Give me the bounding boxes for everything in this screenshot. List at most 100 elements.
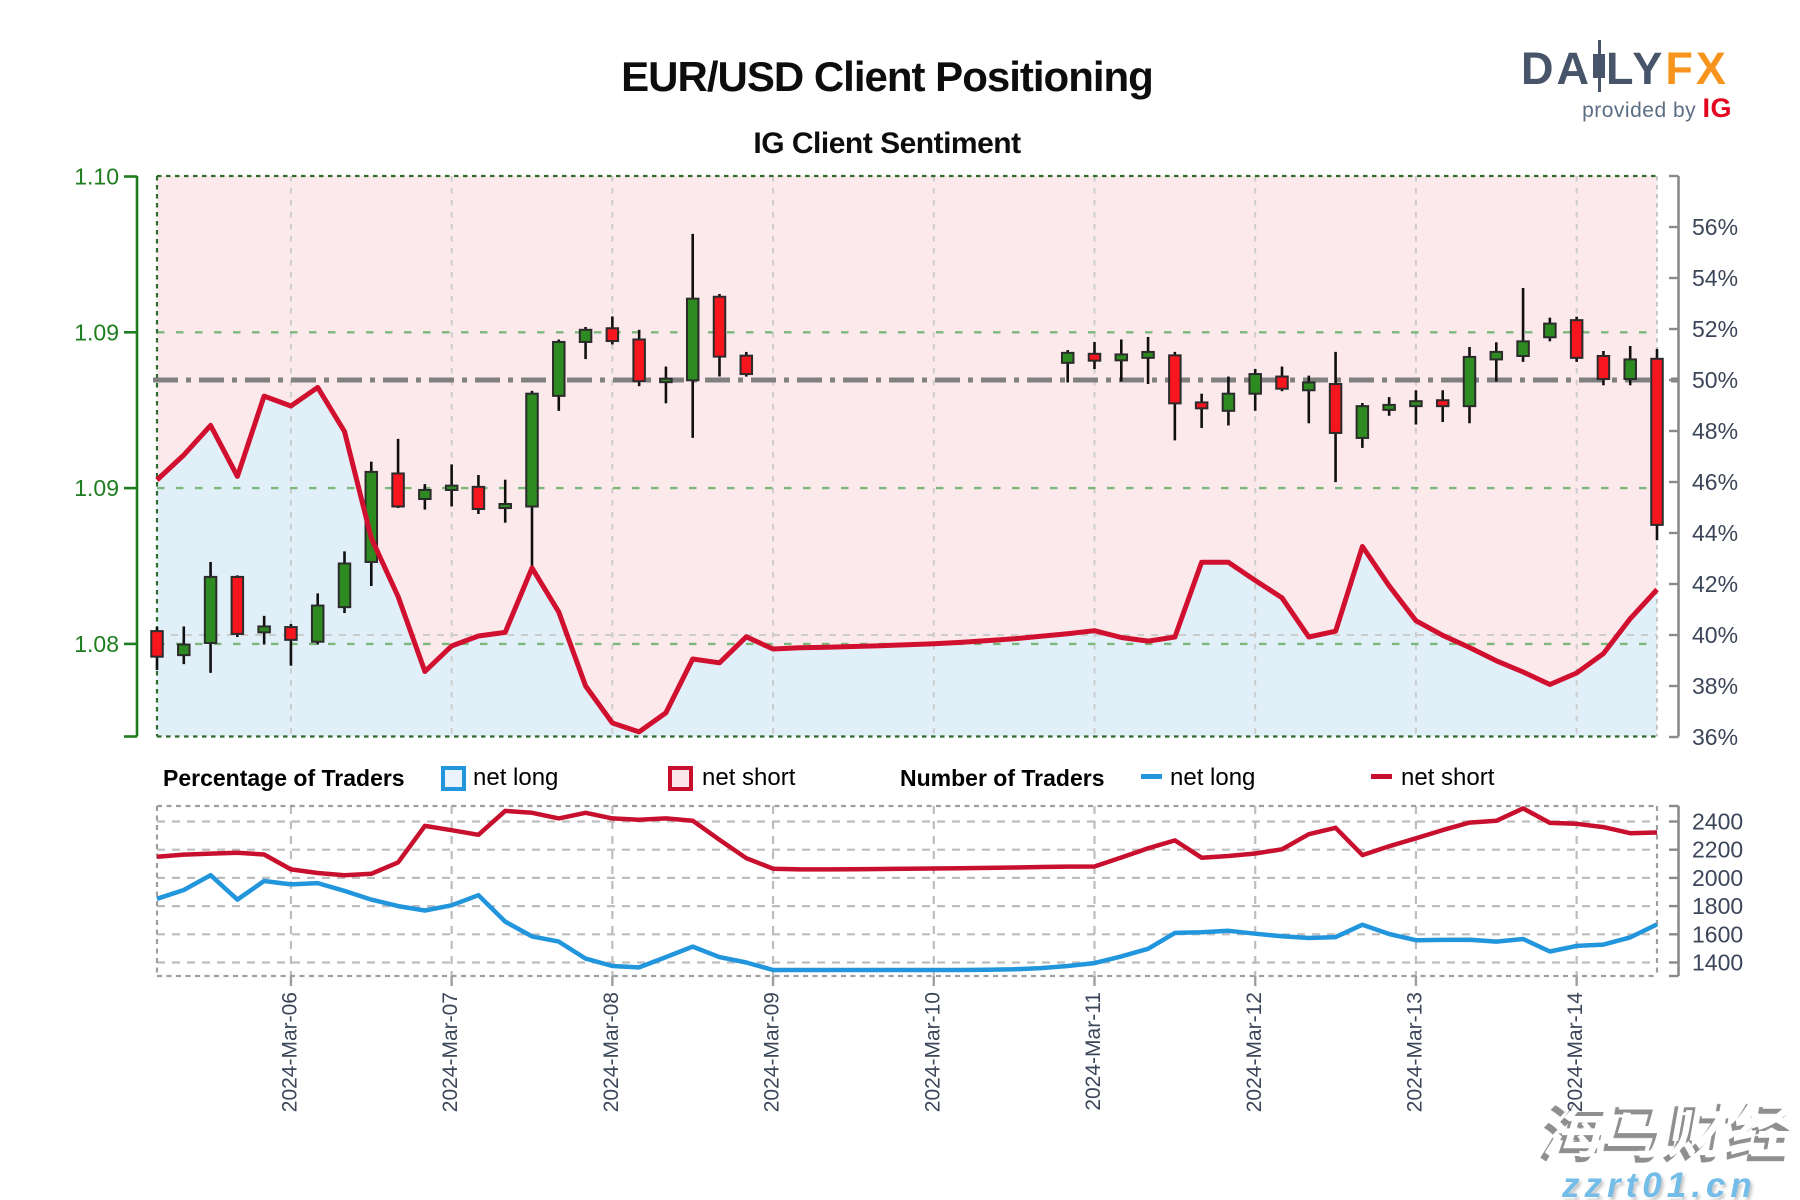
watermark-glyph	[1667, 1098, 1734, 1158]
candle-up	[659, 366, 673, 404]
candle-body	[1650, 357, 1664, 526]
candle-up	[257, 615, 271, 645]
count-tick-label: 2000	[1692, 865, 1743, 891]
candle-body	[1623, 358, 1637, 381]
legend-net-long-square-swatch	[441, 766, 466, 791]
candle-up	[578, 327, 593, 360]
candle-down	[1087, 341, 1102, 370]
candle-up	[498, 479, 512, 523]
traders-lines	[156, 806, 1658, 973]
candle-up	[1221, 376, 1236, 426]
candle-down	[391, 438, 405, 509]
chart-subtitle: IG Client Sentiment	[753, 127, 1021, 160]
percent-tick-label: 38%	[1692, 673, 1738, 699]
candle-down	[739, 351, 754, 377]
legend-net-short-square-swatch	[668, 766, 693, 791]
date-tick-label: 2024-Mar-08	[600, 992, 623, 1112]
legend-num-net-long-label: net long	[1170, 764, 1256, 791]
candle-down	[1435, 390, 1450, 423]
candle-up	[1516, 288, 1530, 362]
net-short-percentage-line	[155, 384, 1659, 735]
sentiment-line-group	[155, 384, 1659, 735]
price-tick-label: 1.08	[74, 631, 119, 657]
price-axis: 1.10 1.09 1.09 1.08	[74, 164, 139, 738]
candle-body	[1221, 392, 1236, 412]
candle-up	[1141, 336, 1155, 385]
candle-up	[1355, 403, 1370, 448]
candle-body	[1141, 350, 1155, 359]
candle-down	[471, 475, 486, 514]
candle-up	[418, 484, 432, 510]
percent-tick-label: 54%	[1692, 265, 1738, 291]
candle-down	[605, 316, 620, 345]
legend-net-short-line-swatch	[1371, 774, 1392, 779]
candle-body	[1114, 353, 1129, 362]
candle-body	[552, 340, 566, 397]
candle-down	[284, 623, 298, 666]
candle-down	[712, 293, 727, 377]
percent-tick-label: 42%	[1692, 571, 1738, 597]
candle-body	[632, 338, 646, 383]
watermark-glyph	[1607, 1101, 1667, 1158]
candle-body	[1194, 401, 1209, 410]
candle-body	[1409, 400, 1423, 408]
candle-body	[739, 354, 754, 376]
candle-body	[1489, 350, 1504, 361]
logo-text-ly: LY	[1606, 43, 1666, 94]
sentiment-fill-areas	[157, 176, 1657, 737]
candle-down	[1168, 351, 1182, 441]
candle-body	[257, 625, 271, 634]
candle-body	[1328, 383, 1343, 434]
candle-down	[1328, 351, 1343, 483]
date-tick-label: 2024-Mar-13	[1403, 992, 1426, 1112]
chart-title: EUR/USD Client Positioning	[621, 53, 1154, 100]
percent-tick-label: 50%	[1692, 367, 1738, 393]
traders-net-long-line	[156, 872, 1658, 973]
candle-body	[177, 643, 191, 657]
logo-ig: IG	[1702, 93, 1732, 123]
date-axis: 2024-Mar-06 2024-Mar-07 2024-Mar-08 2024-Ma…	[278, 976, 1587, 1112]
count-tick-label: 1600	[1692, 921, 1743, 947]
logo-provided-by: provided by	[1582, 99, 1697, 122]
date-tick-label: 2024-Mar-09	[761, 992, 784, 1112]
candle-up	[1623, 346, 1637, 386]
logo-candle-body	[1593, 54, 1605, 78]
candle-down	[150, 627, 164, 671]
candle-down	[230, 575, 245, 638]
candle-body	[1248, 373, 1262, 395]
dailyfx-logo-word: DA LY FX	[1521, 40, 1732, 94]
candle-up	[1302, 375, 1316, 424]
candle-body	[1596, 354, 1611, 381]
candle-up	[685, 233, 700, 438]
traders-chart-gridlines	[157, 806, 1657, 976]
candle-body	[310, 604, 325, 643]
candle-down	[1569, 316, 1584, 362]
candle-up	[525, 390, 539, 567]
count-tick-label: 2400	[1692, 809, 1743, 835]
candle-up	[1543, 317, 1557, 342]
date-tick-label: 2024-Mar-14	[1564, 992, 1587, 1113]
candle-body	[1543, 322, 1557, 339]
candle-down	[1194, 393, 1209, 428]
watermark-glyph-shadow	[1603, 1106, 1663, 1163]
percent-axis: 56% 54% 52% 50% 48% 46% 44% 42% 40% 38% 36%	[1669, 174, 1738, 750]
candle-body	[1462, 355, 1477, 408]
traders-chart-border	[155, 804, 1659, 978]
percent-tick-label: 56%	[1692, 214, 1738, 240]
price-tick-label: 1.10	[74, 164, 119, 190]
candle-body	[525, 392, 539, 508]
candle-body	[685, 297, 700, 382]
candle-body	[1168, 354, 1182, 405]
count-tick-label: 1800	[1692, 893, 1743, 919]
percent-tick-label: 44%	[1692, 520, 1738, 546]
count-tick-label: 1400	[1692, 950, 1743, 976]
candle-up	[337, 551, 352, 614]
date-tick-label: 2024-Mar-06	[278, 992, 301, 1112]
legend-pct-net-long-label: net long	[473, 764, 559, 791]
candle-down	[1275, 366, 1289, 392]
candlesticks	[150, 233, 1664, 673]
count-tick-label: 2200	[1692, 837, 1743, 863]
percent-tick-label: 46%	[1692, 469, 1738, 495]
